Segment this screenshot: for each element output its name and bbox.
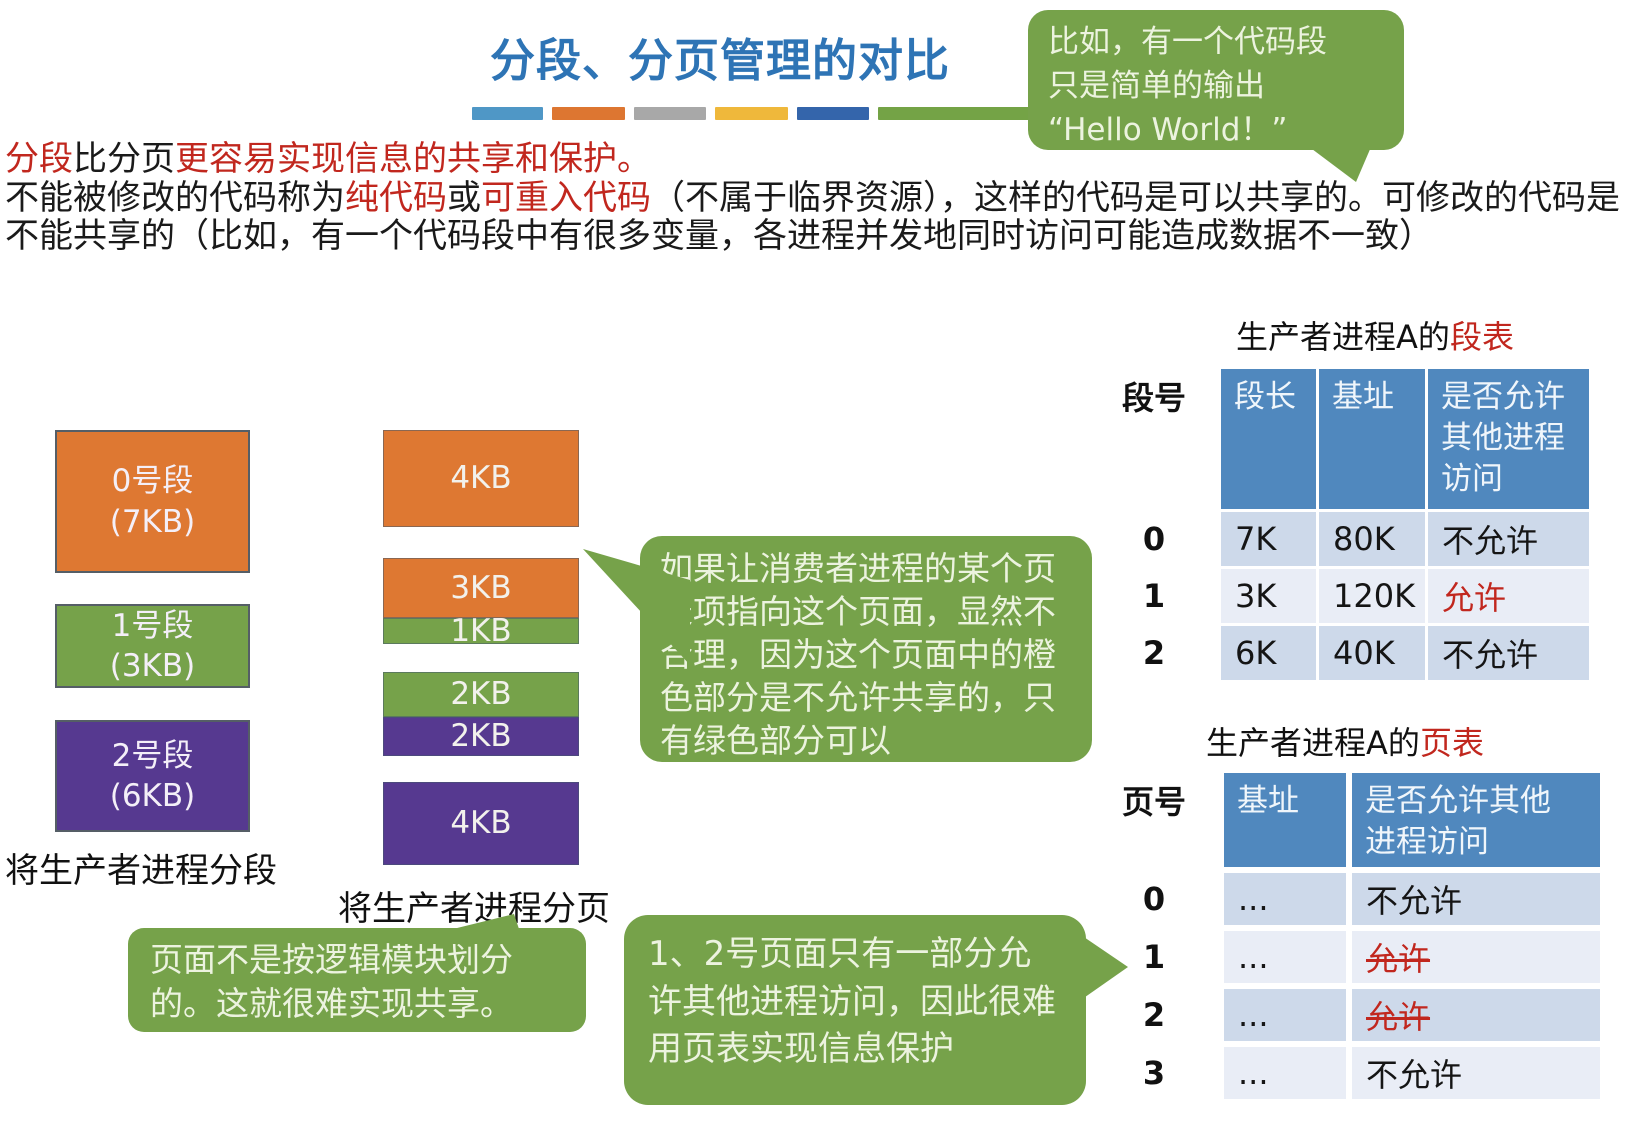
page-table-row-header: 页号: [1121, 783, 1186, 821]
segment-box-0: 0号段 (7KB): [55, 430, 250, 573]
table-cell: 7K: [1221, 512, 1316, 566]
page-table-title: 生产者进程A的页表: [1120, 718, 1570, 764]
headline-run: 分段: [5, 139, 73, 179]
paging-caption: 将生产者进程分页: [338, 889, 610, 929]
body-run: 不能被修改的代码称为: [5, 177, 345, 218]
table-cell: 不允许: [1352, 1047, 1600, 1099]
callout-line: “Hello World！”: [1048, 112, 1288, 149]
callout-line: 比如，有一个代码段: [1048, 24, 1327, 60]
page-part: 3KB: [383, 558, 579, 618]
callout-page-protection: 1、2号页面只有一部分允许其他进程访问，因此很难用页表实现信息保护: [624, 915, 1086, 1105]
page-row-number: 0: [1142, 880, 1166, 918]
page-part: 2KB: [383, 672, 579, 717]
segment-table-col-header: 基址: [1319, 369, 1425, 509]
body-run: 纯代码: [345, 177, 447, 218]
page-row-number: 2: [1142, 996, 1166, 1034]
page-box-0: 4KB: [383, 430, 579, 527]
segment-name: 0号段: [111, 463, 194, 500]
segment-box-2: 2号段 (6KB): [55, 720, 250, 832]
underline-bar: [552, 107, 625, 120]
page-table-col-header: 基址: [1224, 773, 1346, 867]
underline-bar: [634, 107, 706, 120]
segmentation-caption: 将生产者进程分段: [5, 851, 277, 891]
page-box-1: 3KB 1KB: [383, 558, 579, 646]
page-table-col-header: 是否允许其他进程访问: [1352, 773, 1600, 867]
table-cell: 120K: [1319, 569, 1425, 623]
segment-box-1: 1号段 (3KB): [55, 604, 250, 688]
segment-row-number: 0: [1142, 520, 1166, 558]
page-part: 4KB: [383, 782, 579, 865]
page-table-title-red: 页表: [1419, 724, 1484, 762]
segment-table-col-header: 段长: [1221, 369, 1316, 509]
headline-run: 比分页: [73, 139, 175, 179]
segment-table-title: 生产者进程A的段表: [1150, 312, 1600, 358]
table-cell: 允许: [1428, 569, 1589, 623]
table-cell: ...: [1224, 1047, 1346, 1099]
page-row-number: 3: [1142, 1054, 1166, 1092]
intro-body: 不能被修改的代码称为纯代码或可重入代码（不属于临界资源），这样的代码是可以共享的…: [5, 177, 1637, 256]
table-cell: 允许: [1352, 989, 1600, 1041]
table-cell: 80K: [1319, 512, 1425, 566]
page-part: 4KB: [383, 430, 579, 527]
underline-bar: [878, 107, 1056, 120]
table-cell: 40K: [1319, 626, 1425, 680]
table-cell: 3K: [1221, 569, 1316, 623]
segment-table-title-red: 段表: [1449, 318, 1514, 356]
segment-size: (6KB): [109, 778, 196, 814]
intro-headline: 分段比分页更容易实现信息的共享和保护。: [5, 140, 1637, 179]
segment-row-number: 1: [1142, 577, 1166, 615]
table-cell: 6K: [1221, 626, 1316, 680]
segment-table: 段号 段长 基址 是否允许其他进程访问 0 7K 80K 不允许 1 3K 12…: [1090, 369, 1589, 680]
page-part: 2KB: [383, 717, 579, 756]
underline-bar: [472, 107, 543, 120]
headline-run: 更容易实现信息的共享和保护。: [175, 139, 651, 179]
page-table-title-black: 生产者进程A的: [1206, 724, 1420, 762]
body-run: 或: [447, 177, 481, 218]
callout-page-split: 页面不是按逻辑模块划分的。这就很难实现共享。: [128, 928, 586, 1032]
page-part: 1KB: [383, 615, 579, 646]
callout-page-sharing: 如果让消费者进程的某个页表项指向这个页面，显然不合理，因为这个页面中的橙色部分是…: [640, 536, 1092, 762]
segment-row-number: 2: [1142, 634, 1166, 672]
body-run: （不属于临界资源），这样的代码是可以共享的。可修改的代码是不能共享的（比如，有一…: [5, 177, 1620, 256]
table-cell: 不允许: [1428, 512, 1589, 566]
table-cell: 不允许: [1428, 626, 1589, 680]
page-box-3: 4KB: [383, 782, 579, 865]
segment-table-title-black: 生产者进程A的: [1236, 318, 1450, 356]
segment-name: 2号段: [111, 737, 194, 774]
page-row-number: 1: [1142, 938, 1166, 976]
underline-bar: [715, 107, 788, 120]
table-cell: 不允许: [1352, 873, 1600, 925]
underline-bar: [797, 107, 869, 120]
table-cell: ...: [1224, 989, 1346, 1041]
table-cell: 允许: [1352, 931, 1600, 983]
segment-name: 1号段: [111, 607, 194, 644]
page-title: 分段、分页管理的对比: [489, 34, 950, 87]
callout-line: 只是简单的输出: [1048, 68, 1265, 105]
segment-table-row-header: 段号: [1121, 379, 1186, 417]
page-box-2: 2KB 2KB: [383, 672, 579, 756]
title-underline-bars: [472, 107, 1056, 120]
page-table: 页号 基址 是否允许其他进程访问 0 ... 不允许 1 ... 允许 2 ..…: [1090, 773, 1600, 1099]
segment-size: (3KB): [109, 648, 196, 684]
intro-paragraph: 分段比分页更容易实现信息的共享和保护。 不能被修改的代码称为纯代码或可重入代码（…: [5, 140, 1637, 256]
table-cell: ...: [1224, 873, 1346, 925]
callout-code-example: 比如，有一个代码段 只是简单的输出 “Hello World！”: [1028, 10, 1404, 150]
segment-size: (7KB): [109, 503, 196, 540]
table-cell: ...: [1224, 931, 1346, 983]
segment-table-col-header: 是否允许其他进程访问: [1428, 369, 1589, 509]
body-run: 可重入代码: [481, 177, 651, 218]
